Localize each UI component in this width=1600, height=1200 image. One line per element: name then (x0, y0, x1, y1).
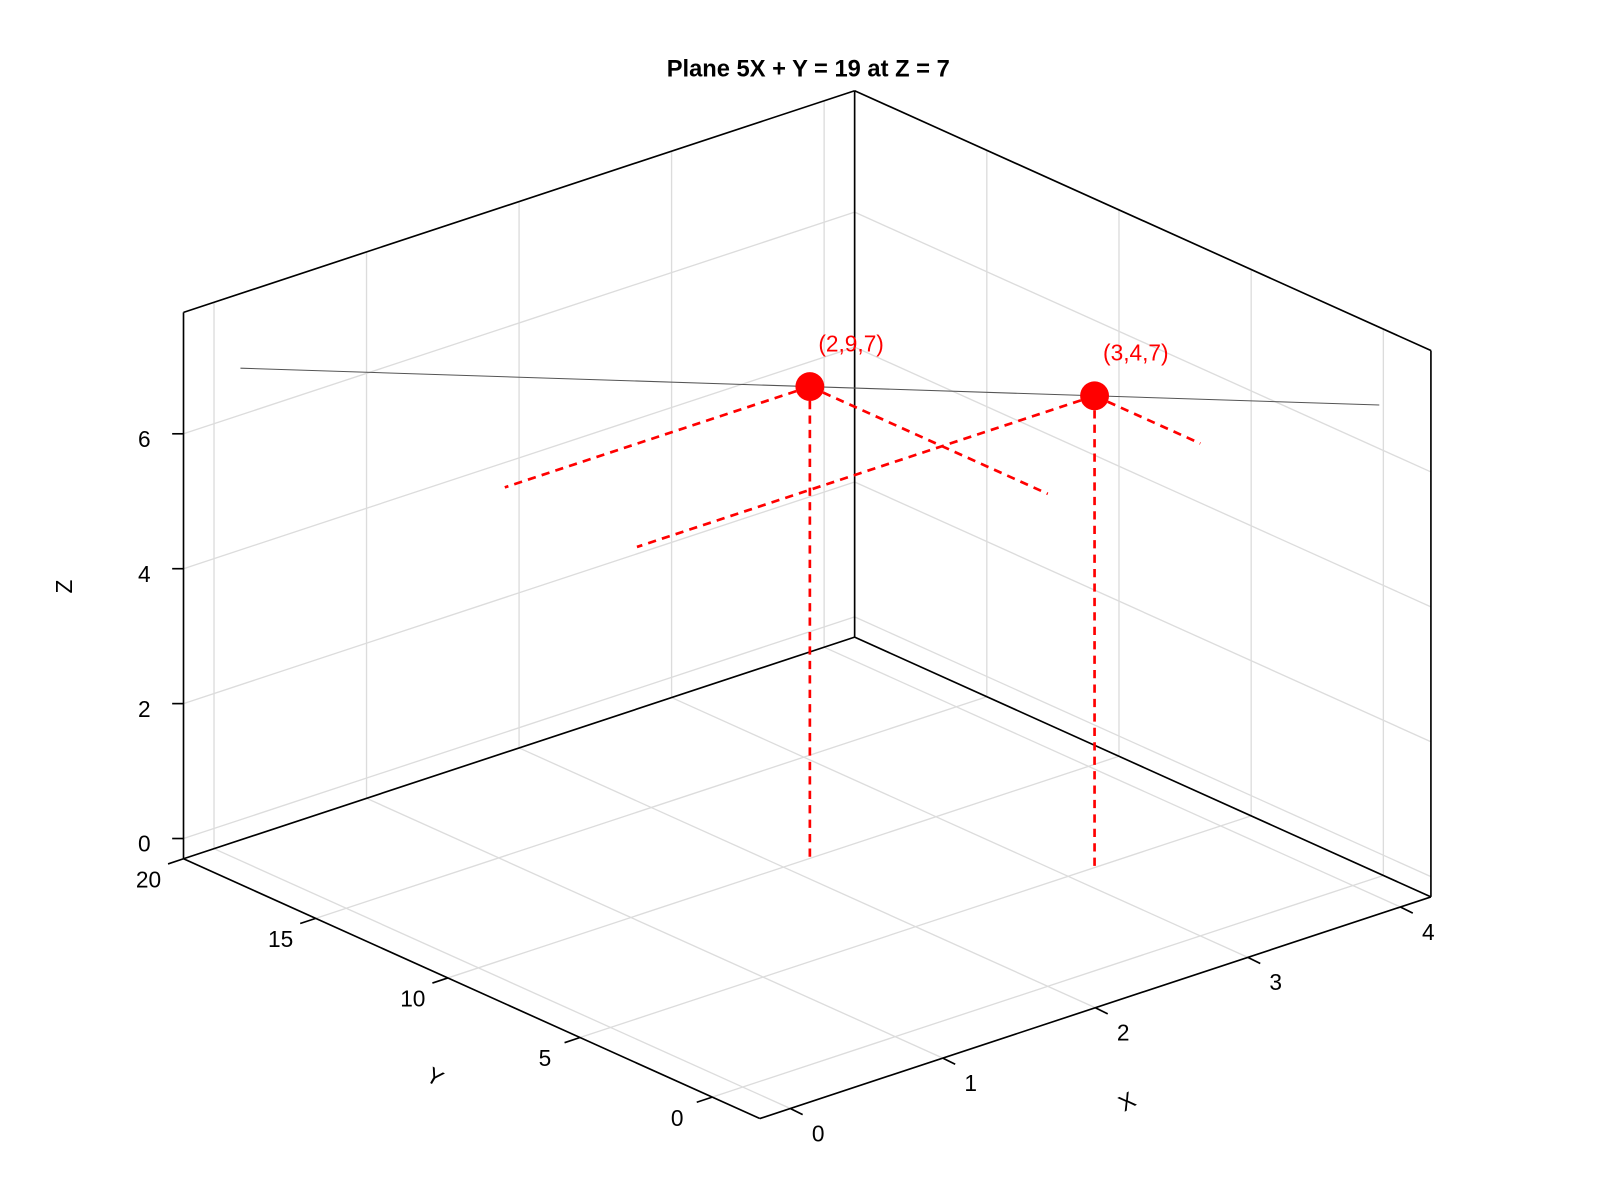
x-tick (1094, 1006, 1109, 1015)
box-edge (854, 89, 1432, 352)
x-tick-label: 2 (1117, 1020, 1130, 1046)
x-tick (1400, 906, 1414, 914)
point-label: (3,4,7) (1103, 340, 1169, 366)
grid-line (712, 874, 1384, 1098)
y-tick (564, 1036, 581, 1044)
grid-line (854, 346, 1432, 608)
drop-line (636, 394, 1095, 549)
grid-line (183, 211, 855, 435)
y-tick-label: 0 (671, 1105, 684, 1131)
point-label: (2,9,7) (818, 330, 884, 356)
y-tick-label: 10 (400, 986, 425, 1012)
chart-title: Plane 5X + Y = 19 at Z = 7 (667, 56, 950, 82)
grid-line (671, 696, 1249, 958)
grid-line (213, 848, 791, 1110)
z-axis-label: Z (51, 580, 77, 594)
x-tick (1247, 956, 1261, 965)
y-tick (432, 977, 449, 984)
y-tick (696, 1096, 713, 1104)
grid-line (447, 755, 1120, 979)
z-tick-label: 4 (138, 561, 151, 587)
box-edge (183, 858, 761, 1120)
x-tick (942, 1057, 956, 1066)
x-tick-label: 3 (1269, 969, 1282, 995)
grid-line (579, 815, 1252, 1039)
x-tick-label: 1 (964, 1070, 977, 1096)
grid-line (854, 616, 1432, 878)
grid-line (823, 646, 1401, 908)
grid-line (183, 616, 855, 840)
box-edge (183, 89, 855, 314)
grid-line (315, 696, 988, 919)
z-tick-label: 2 (138, 696, 151, 722)
z-tick-label: 6 (138, 426, 151, 452)
box-edge (854, 636, 1432, 898)
grid-line (854, 481, 1432, 743)
grid-line (518, 747, 1096, 1009)
grid-line (183, 481, 855, 705)
y-tick-label: 15 (268, 926, 293, 952)
y-tick (299, 917, 316, 925)
point (795, 372, 825, 402)
grid-line (854, 211, 1432, 473)
drop-line (1094, 394, 1201, 445)
y-tick-label: 20 (136, 866, 161, 892)
y-tick (167, 857, 184, 865)
drop-line (504, 385, 811, 489)
grid-line (366, 797, 944, 1059)
y-tick-label: 5 (539, 1045, 552, 1071)
point (1080, 381, 1109, 411)
x-tick-label: 4 (1422, 919, 1435, 945)
box-edge (183, 636, 855, 860)
x-tick (789, 1107, 804, 1116)
z-tick-label: 0 (138, 831, 151, 857)
drop-line (809, 385, 1049, 496)
x-tick-label: 0 (812, 1120, 825, 1146)
